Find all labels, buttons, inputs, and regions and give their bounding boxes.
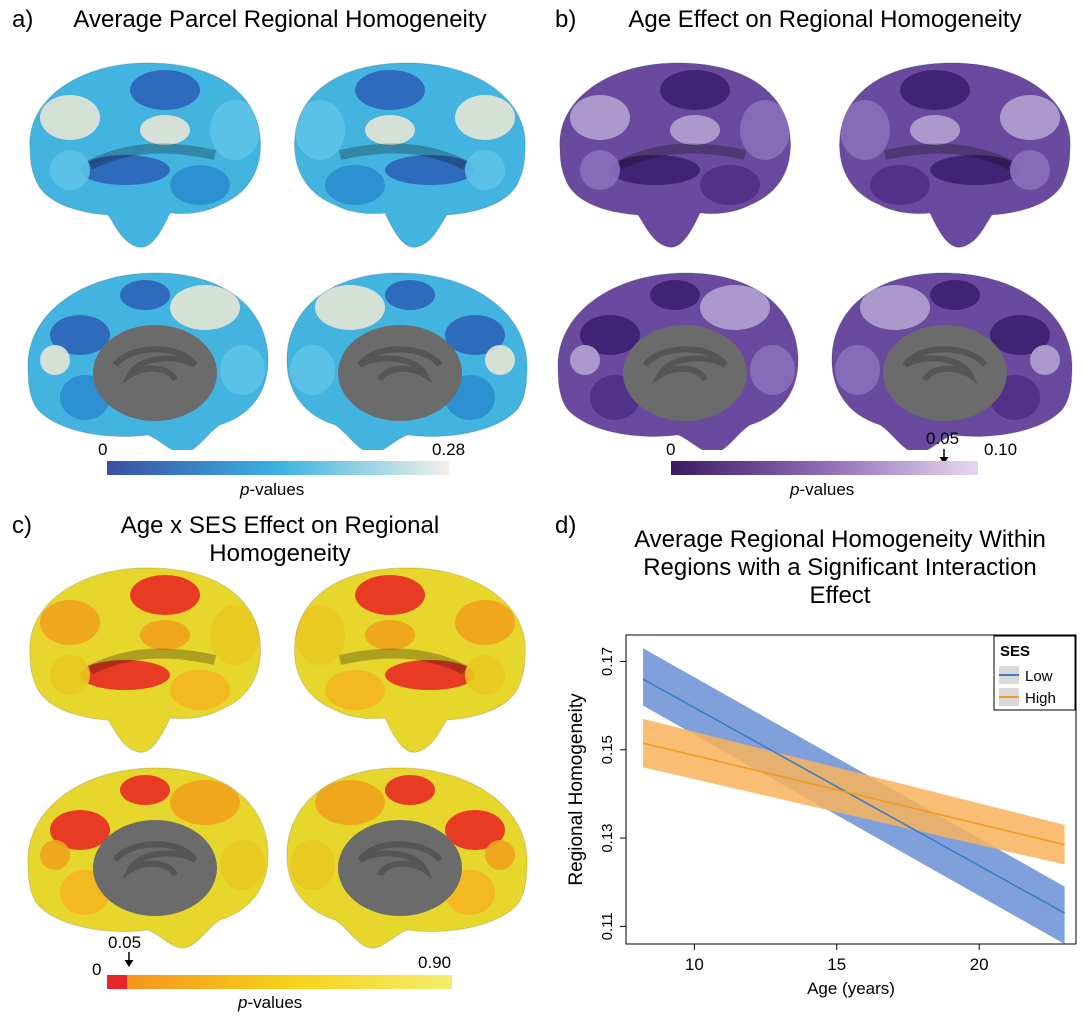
panel-b-brains	[557, 62, 1073, 450]
colorbar-c-arrow-icon	[124, 952, 134, 967]
brain-b-medial-left	[557, 272, 799, 450]
y-tick-label: 0.17	[599, 647, 616, 676]
brain-c-lateral-left	[29, 567, 262, 753]
colorbar-b-min: 0	[666, 440, 676, 459]
brain-a-medial-left	[27, 272, 269, 450]
series-line-high	[642, 742, 1065, 846]
panel-d-title-line1: Average Regional Homogeneity Within	[634, 526, 1046, 553]
panel-a-title: Average Parcel Regional Homogeneity	[73, 6, 487, 33]
y-tick-label: 0.13	[599, 823, 616, 852]
colorbar-c	[107, 975, 452, 989]
panel-b-title: Age Effect on Regional Homogeneity	[628, 6, 1022, 33]
brain-b-lateral-right	[838, 62, 1071, 248]
colorbar-a-min: 0	[98, 440, 108, 459]
colorbar-b-caption: p-values	[790, 480, 855, 499]
colorbar-a-caption: p-values	[240, 480, 305, 499]
panel-c-title-line2: Homogeneity	[209, 540, 351, 567]
colorbar-b-mark: 0.05	[926, 429, 960, 448]
colorbar-b-max: 0.10	[984, 440, 1018, 459]
legend-label-low: Low	[1025, 668, 1053, 685]
panel-d-title: Average Regional Homogeneity Within Regi…	[600, 526, 1080, 610]
plot-area: 10 15 20 0.11 0.13 0.15 0.17 Age (years) Regiona…	[566, 634, 1077, 998]
colorbar-c-gradient	[127, 975, 452, 989]
colorbar-c-mark: 0.05	[108, 933, 142, 952]
confidence-band-high	[643, 718, 1065, 865]
brain-a-medial-right	[286, 272, 528, 450]
brain-b-medial-right	[831, 272, 1073, 450]
panel-a-brains	[27, 62, 528, 450]
panel-d-title-line2: Regions with a Significant Interaction	[643, 554, 1037, 581]
colorbar-b	[671, 461, 978, 475]
colorbar-c-min: 0	[92, 960, 102, 979]
x-tick-label: 15	[827, 955, 846, 974]
colorbar-a	[107, 461, 449, 475]
legend-label-high: High	[1025, 690, 1056, 707]
brain-b-lateral-left	[559, 62, 792, 248]
panel-c-title: Age x SES Effect on Regional Homogeneity	[60, 512, 500, 568]
x-tick-label: 10	[685, 955, 704, 974]
y-tick-label: 0.15	[599, 735, 616, 764]
brain-c-lateral-right	[293, 567, 526, 753]
panel-d-title-line3: Effect	[809, 582, 871, 609]
panel-b-letter: b)	[555, 6, 577, 33]
series-line-low	[642, 678, 1065, 914]
colorbar-c-caption: p-values	[238, 993, 303, 1012]
colorbar-a-max: 0.28	[432, 440, 466, 459]
plot-frame	[625, 634, 1077, 945]
brain-a-lateral-right	[293, 62, 526, 248]
brain-a-lateral-left	[29, 62, 262, 248]
x-tick-label: 20	[970, 955, 989, 974]
panel-d-chart: 10 15 20 0.11 0.13 0.15 0.17 Age (years) Regiona…	[566, 634, 1077, 998]
x-axis-label: Age (years)	[807, 979, 895, 998]
legend-title: SES	[1000, 643, 1030, 660]
panel-c-title-line1: Age x SES Effect on Regional	[120, 512, 440, 539]
colorbar-b-arrow-icon	[939, 449, 949, 464]
colorbar-c-significant-segment	[107, 975, 127, 989]
panel-a-letter: a)	[12, 6, 34, 33]
brain-c-medial-right	[286, 767, 528, 949]
panel-d-letter: d)	[555, 512, 577, 539]
y-axis-label: Regional Homogeneity	[566, 693, 587, 886]
brain-c-medial-left	[27, 767, 269, 949]
colorbar-c-max: 0.90	[418, 953, 452, 972]
panel-c-letter: c)	[12, 512, 32, 539]
y-tick-label: 0.11	[599, 912, 616, 940]
panel-c-brains	[27, 567, 528, 949]
